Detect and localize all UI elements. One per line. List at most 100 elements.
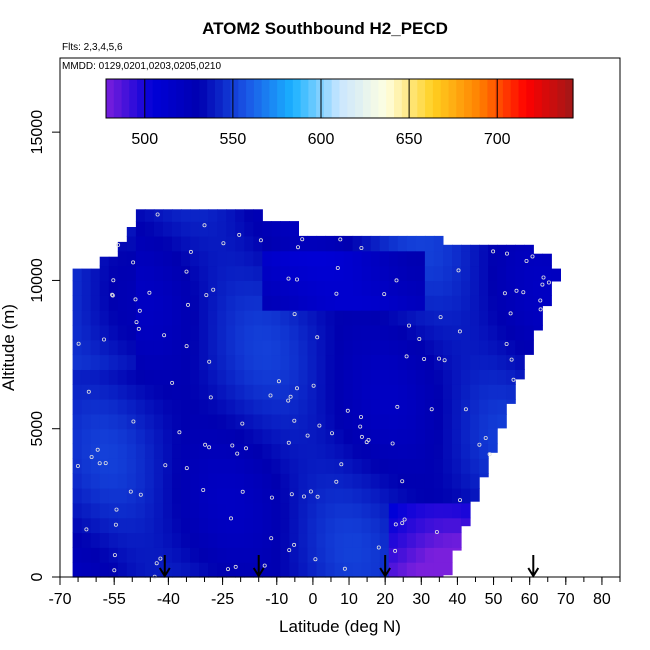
heatmap-cell: [190, 250, 200, 267]
heatmap-cell: [181, 517, 191, 534]
heatmap-cell: [298, 280, 309, 296]
heatmap-cell: [452, 547, 462, 551]
heatmap-cell: [298, 502, 309, 519]
heatmap-cell: [452, 428, 462, 445]
sample-marker: [504, 251, 509, 256]
heatmap-cell: [307, 280, 318, 296]
heatmap-cell: [163, 547, 173, 563]
heatmap-cell: [90, 488, 101, 504]
heatmap-cell: [307, 265, 318, 281]
heatmap-cell: [135, 399, 146, 415]
heatmap-cell: [135, 221, 146, 237]
heatmap-cell: [172, 428, 182, 445]
heatmap-cell: [406, 473, 417, 489]
heatmap-cell: [424, 354, 435, 370]
heatmap-cell: [235, 413, 245, 430]
colorbar-swatch: [144, 79, 154, 118]
heatmap-cell: [551, 268, 561, 282]
y-axis-title: Altitude (m): [0, 304, 18, 391]
heatmap-cell: [190, 265, 200, 281]
heatmap-cell: [172, 324, 182, 341]
heatmap-cell: [81, 532, 92, 548]
heatmap-cell: [461, 458, 471, 474]
heatmap-cell: [153, 295, 164, 311]
heatmap-cell: [135, 384, 146, 400]
heatmap-cell: [163, 517, 173, 534]
heatmap-cell: [379, 458, 390, 474]
heatmap-cell: [126, 399, 137, 415]
heatmap-cell: [289, 354, 299, 370]
heatmap-cell: [108, 517, 119, 534]
heatmap-cell: [452, 443, 462, 459]
heatmap-cell: [361, 280, 372, 296]
heatmap-cell: [144, 295, 155, 311]
heatmap-cell: [181, 488, 191, 504]
heatmap-cell: [542, 280, 552, 296]
heatmap-cell: [415, 384, 426, 400]
heatmap-cell: [334, 488, 345, 504]
heatmap-cell: [181, 369, 191, 385]
heatmap-cell: [334, 547, 345, 563]
sample-marker: [134, 320, 139, 325]
heatmap-cell: [99, 532, 110, 548]
heatmap-cell: [497, 250, 507, 267]
heatmap-cell: [244, 384, 254, 400]
colorbar-swatch: [300, 79, 309, 118]
heatmap-cell: [90, 547, 101, 563]
sample-marker: [114, 507, 119, 512]
heatmap-cell: [452, 250, 462, 267]
heatmap-cell: [316, 399, 327, 415]
heatmap-cell: [388, 399, 399, 415]
heatmap-cell: [144, 339, 155, 356]
sample-marker: [339, 462, 344, 467]
heatmap-cell: [235, 443, 245, 459]
heatmap-cell: [163, 458, 173, 474]
heatmap-cell: [388, 488, 399, 504]
heatmap-cell: [135, 413, 146, 430]
heatmap-cell: [235, 339, 245, 356]
heatmap-cell: [298, 250, 309, 267]
heatmap-cell: [443, 384, 453, 400]
heatmap-cell: [452, 399, 462, 415]
heatmap-cell: [515, 295, 525, 311]
heatmap-cell: [433, 310, 444, 326]
heatmap-cell: [397, 280, 408, 296]
heatmap-cell: [235, 280, 245, 296]
heatmap-cell: [388, 310, 399, 326]
heatmap-cell: [406, 235, 417, 252]
x-tick-label: 10: [340, 591, 358, 608]
heatmap-cell: [217, 369, 227, 385]
heatmap-cell: [361, 265, 372, 281]
heatmap-cell: [172, 310, 182, 326]
heatmap-cell: [397, 517, 408, 534]
heatmap-cell: [181, 221, 191, 237]
heatmap-cell: [343, 384, 354, 400]
y-tick-label: 5000: [29, 411, 46, 447]
heatmap-cell: [298, 458, 309, 474]
heatmap-cell: [388, 458, 399, 474]
sample-marker: [185, 302, 190, 307]
heatmap-cell: [208, 384, 218, 400]
sample-marker: [163, 463, 168, 468]
sample-marker: [86, 389, 91, 394]
heatmap-cell: [226, 443, 236, 459]
heatmap-cell: [253, 324, 263, 341]
heatmap-cell: [190, 235, 200, 252]
heatmap-cell: [126, 547, 137, 563]
heatmap-cell: [226, 295, 236, 311]
heatmap-cell: [307, 517, 318, 534]
heatmap-cell: [461, 324, 471, 341]
heatmap-cell: [406, 532, 417, 548]
heatmap-cell: [379, 428, 390, 445]
heatmap-cell: [72, 458, 83, 474]
heatmap-cell: [99, 473, 110, 489]
heatmap-cell: [452, 244, 462, 252]
heatmap-cell: [515, 310, 525, 326]
heatmap-cell: [208, 532, 218, 548]
heatmap-cell: [443, 532, 453, 548]
heatmap-cell: [72, 473, 83, 489]
heatmap-cell: [163, 250, 173, 267]
sample-marker: [317, 423, 322, 428]
heatmap-cell: [533, 265, 543, 281]
heatmap-cell: [117, 532, 128, 548]
